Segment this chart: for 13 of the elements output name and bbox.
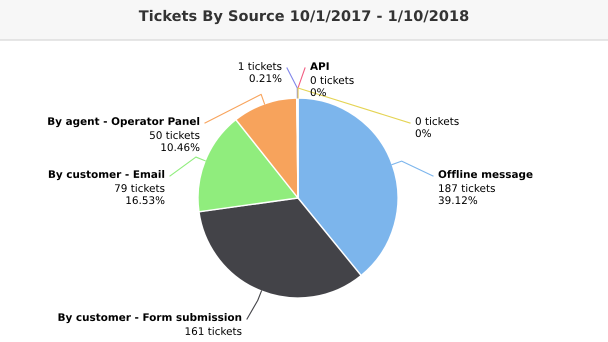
data-label: 187 tickets 39.12%: [438, 184, 495, 204]
slice-label: Offline message: [438, 170, 533, 180]
category-label: API: [310, 62, 329, 70]
chart-title: Tickets By Source 10/1/2017 - 1/10/2018: [138, 10, 468, 24]
slice-label: By agent - Operator Panel: [48, 117, 200, 128]
data-label: 79 tickets 16.53%: [115, 184, 164, 204]
text: 0 tickets 0%: [310, 76, 354, 96]
text: 0 tickets 0%: [416, 117, 459, 138]
data-label: 50 tickets 10.46%: [150, 131, 200, 152]
slice-label: By customer - Email: [48, 170, 164, 180]
data-label: 161 tickets: [186, 327, 242, 336]
slice-label: By customer - Form submission: [58, 313, 242, 324]
data-label: 1 tickets 0.21%: [238, 62, 282, 82]
